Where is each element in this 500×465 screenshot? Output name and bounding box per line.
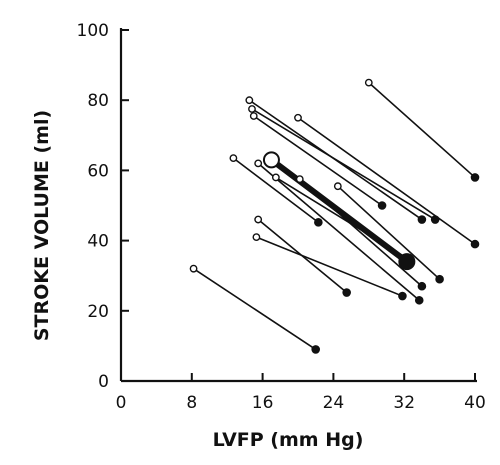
mean-baseline-point xyxy=(262,151,280,169)
y-tick-label: 60 xyxy=(87,161,109,181)
baseline-point xyxy=(245,96,254,105)
mean-line xyxy=(268,156,410,265)
treated-point xyxy=(435,274,444,284)
baseline-point xyxy=(254,215,263,224)
treated-point xyxy=(414,295,424,305)
y-tick-label: 40 xyxy=(87,232,109,252)
treated-point xyxy=(377,201,387,210)
axes xyxy=(119,28,477,383)
y-tick-label: 80 xyxy=(87,91,109,111)
x-tick-label: 32 xyxy=(393,393,415,413)
subject-line xyxy=(232,157,319,223)
y-tick-label: 100 xyxy=(77,21,109,41)
mean-treated-point xyxy=(398,253,416,271)
treated-point xyxy=(417,281,427,291)
treated-point xyxy=(470,173,480,182)
subject-line xyxy=(368,82,476,179)
treated-point xyxy=(311,345,321,354)
x-tick-label: 24 xyxy=(323,393,345,413)
baseline-point xyxy=(333,182,342,191)
subject-line xyxy=(337,185,441,280)
treated-point xyxy=(314,218,323,227)
y-tick-label: 20 xyxy=(87,302,109,322)
y-axis-title: STROKE VOLUME (ml) xyxy=(31,110,53,341)
baseline-point xyxy=(249,112,258,120)
baseline-point xyxy=(252,233,261,241)
ticks: 0 20 40 60 80 100 0 8 16 24 32 40 xyxy=(77,21,486,413)
x-tick-label: 0 xyxy=(116,393,127,413)
subject-line xyxy=(297,117,476,245)
baseline-point xyxy=(295,175,304,184)
treated-point xyxy=(342,288,351,297)
y-tick-label: 0 xyxy=(98,372,109,392)
x-tick-label: 40 xyxy=(464,393,486,413)
subject-line xyxy=(257,162,420,301)
treated-point xyxy=(430,215,440,224)
subject-line xyxy=(251,108,436,221)
data-points xyxy=(189,78,480,354)
x-tick-label: 16 xyxy=(252,393,274,413)
treated-point xyxy=(398,291,407,301)
x-tick-label: 8 xyxy=(186,393,197,413)
data-segments xyxy=(193,82,476,351)
baseline-point xyxy=(248,105,256,113)
baseline-point xyxy=(364,78,373,87)
baseline-point xyxy=(294,113,302,122)
subject-line xyxy=(193,268,317,351)
subject-line xyxy=(256,236,403,297)
treated-point xyxy=(470,239,480,249)
baseline-point xyxy=(271,173,280,182)
x-axis-title: LVFP (mm Hg) xyxy=(213,429,364,451)
treated-point xyxy=(417,215,427,224)
baseline-point xyxy=(189,264,198,273)
subject-line xyxy=(253,115,383,207)
baseline-point xyxy=(254,159,263,168)
baseline-point xyxy=(229,154,238,163)
